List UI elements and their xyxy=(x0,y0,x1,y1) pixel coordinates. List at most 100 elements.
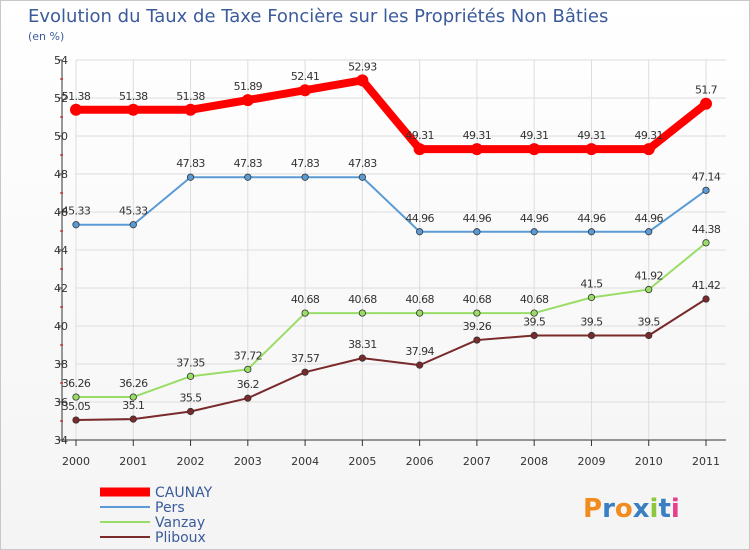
data-label: 44.96 xyxy=(463,212,492,225)
data-label: 45.33 xyxy=(62,205,91,218)
data-point xyxy=(416,228,424,236)
data-point xyxy=(473,228,481,236)
data-point xyxy=(301,173,309,181)
data-point xyxy=(129,393,137,401)
data-label: 49.31 xyxy=(463,129,492,142)
data-label: 45.33 xyxy=(119,205,148,218)
legend-label-pers: Pers xyxy=(155,500,185,516)
data-label: 51.38 xyxy=(176,90,205,103)
data-point xyxy=(700,97,712,110)
data-label: 40.68 xyxy=(405,293,434,306)
data-point xyxy=(702,186,710,194)
data-point xyxy=(356,74,369,87)
x-tick-label: 2001 xyxy=(119,455,147,468)
data-point xyxy=(129,221,137,229)
data-label: 49.31 xyxy=(520,129,549,142)
data-label: 39.5 xyxy=(580,316,603,329)
data-label: 37.35 xyxy=(176,356,205,369)
series-line-pliboux xyxy=(75,298,707,422)
data-point xyxy=(530,309,538,317)
x-tick-label: 2005 xyxy=(348,455,376,468)
x-tick-label: 2002 xyxy=(177,455,205,468)
data-point xyxy=(358,173,366,181)
x-tick-label: 2011 xyxy=(692,455,720,468)
data-point xyxy=(587,228,596,236)
x-tick-label: 2006 xyxy=(406,455,434,468)
data-point xyxy=(416,361,424,369)
data-label: 37.94 xyxy=(405,345,434,358)
data-label: 35.05 xyxy=(62,400,91,413)
data-label: 49.31 xyxy=(634,129,663,142)
data-label: 47.83 xyxy=(176,157,205,170)
legend-label-pliboux: Pliboux xyxy=(155,530,206,546)
chart-title: Evolution du Taux de Taxe Foncière sur l… xyxy=(28,6,608,27)
legend-label-vanzay: Vanzay xyxy=(155,515,205,531)
data-labels: 51.38 51.38 51.38 51.89 52.41 52.93 49.31 49.31… xyxy=(62,60,722,413)
data-label: 40.68 xyxy=(463,293,492,306)
data-label: 52.41 xyxy=(291,70,320,83)
x-tick-label: 2008 xyxy=(520,455,548,468)
data-label: 39.5 xyxy=(638,316,661,329)
data-label: 36.2 xyxy=(237,378,259,391)
data-point xyxy=(186,173,195,181)
data-label: 44.96 xyxy=(634,212,663,225)
data-point xyxy=(587,293,596,302)
data-label: 52.93 xyxy=(348,60,377,73)
legend-label-caunay: CAUNAY xyxy=(155,485,213,501)
data-point xyxy=(473,336,481,344)
data-label: 51.7 xyxy=(695,84,718,97)
data-point xyxy=(72,221,80,229)
x-tick-label: 2010 xyxy=(635,455,663,468)
data-point xyxy=(645,228,653,236)
data-label: 44.96 xyxy=(520,212,549,225)
data-point xyxy=(244,173,252,181)
data-label: 47.83 xyxy=(291,157,320,170)
data-point xyxy=(301,368,309,376)
data-point xyxy=(127,103,140,116)
x-tick-label: 2000 xyxy=(62,455,90,468)
data-point xyxy=(244,394,252,402)
data-label: 35.5 xyxy=(179,392,202,405)
data-point xyxy=(72,416,80,424)
data-label: 36.26 xyxy=(119,377,148,390)
data-point xyxy=(301,309,309,317)
data-point xyxy=(241,94,254,107)
data-point xyxy=(702,239,710,247)
data-point xyxy=(358,309,366,317)
data-label: 44.96 xyxy=(577,212,606,225)
data-label: 44.96 xyxy=(405,212,434,225)
data-label: 41.92 xyxy=(634,270,663,283)
data-point xyxy=(473,309,481,317)
chart-subtitle: (en %) xyxy=(28,30,64,43)
data-point xyxy=(186,407,195,416)
series-line-vanzay xyxy=(75,241,707,399)
data-point xyxy=(645,331,653,340)
data-point xyxy=(585,143,598,156)
data-label: 44.38 xyxy=(692,223,721,236)
data-point xyxy=(299,84,312,97)
data-label: 37.57 xyxy=(291,352,320,365)
data-point xyxy=(702,295,710,303)
data-label: 49.31 xyxy=(577,129,606,142)
x-tick-label: 2007 xyxy=(463,455,491,468)
data-point xyxy=(413,143,426,156)
data-label: 38.31 xyxy=(348,338,377,351)
data-point xyxy=(530,228,538,236)
data-label: 51.38 xyxy=(119,90,148,103)
data-label: 36.26 xyxy=(62,377,91,390)
data-label: 41.42 xyxy=(692,279,721,292)
data-label: 40.68 xyxy=(520,293,549,306)
data-point xyxy=(470,143,483,156)
data-label: 39.26 xyxy=(463,320,492,333)
series-line-caunay xyxy=(72,76,710,154)
data-label: 35.1 xyxy=(122,399,144,412)
data-point xyxy=(587,331,596,340)
data-point xyxy=(358,354,366,362)
data-label: 39.5 xyxy=(523,316,546,329)
data-label: 40.68 xyxy=(291,293,320,306)
data-point xyxy=(70,103,82,116)
data-label: 40.68 xyxy=(348,293,377,306)
series-line-pers xyxy=(75,176,707,233)
